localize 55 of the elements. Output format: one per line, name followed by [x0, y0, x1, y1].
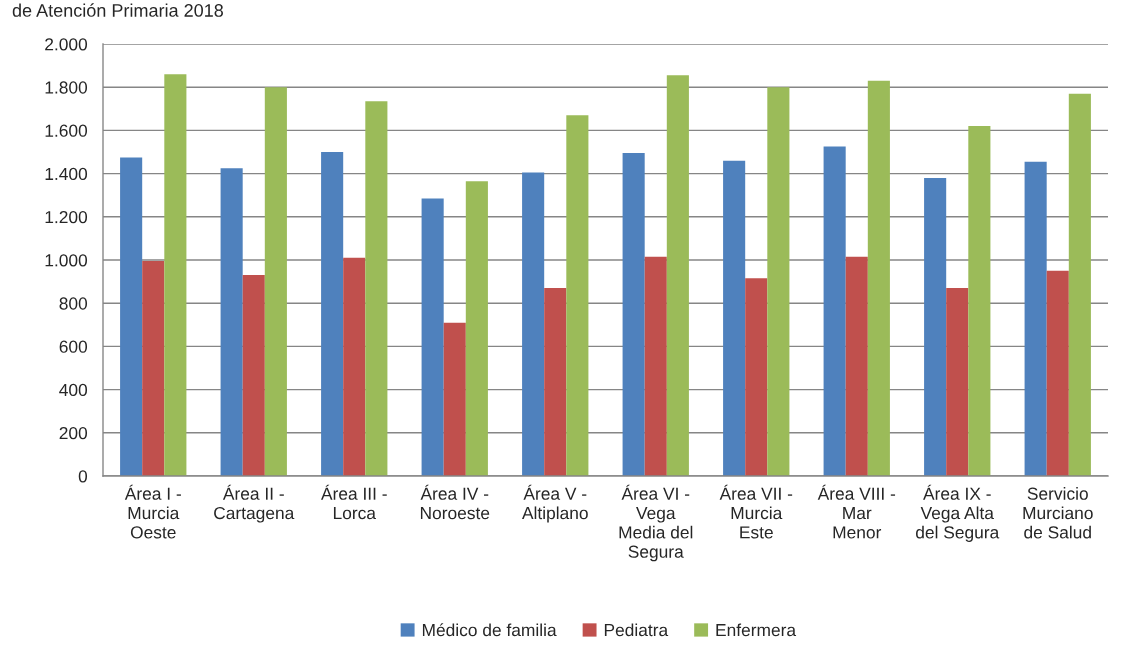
y-tick-label: 600 — [59, 340, 88, 353]
bar — [242, 275, 265, 476]
bar — [566, 115, 589, 476]
bar — [745, 278, 768, 476]
x-tick-label: Área IV - Noroeste — [420, 484, 490, 520]
bar — [1024, 161, 1047, 476]
bar — [767, 87, 790, 476]
bar — [644, 256, 667, 476]
x-tick-label: Área VIII - Mar Menor — [817, 484, 896, 539]
chart-title: de Atención Primaria 2018 — [12, 3, 223, 17]
bar — [867, 80, 890, 476]
bar — [1068, 93, 1091, 476]
bar — [1046, 270, 1069, 476]
x-tick-label: Servicio Murciano de Salud — [1023, 487, 1093, 539]
bar — [164, 74, 187, 476]
bar — [120, 157, 143, 476]
legend-label: Enfermera — [716, 623, 797, 637]
legend-label: Médico de familia — [422, 623, 557, 637]
y-tick-label: 1.600 — [45, 124, 88, 137]
y-tick-label: 2.000 — [45, 38, 88, 51]
bar — [723, 160, 746, 476]
y-tick-label: 1.800 — [45, 81, 88, 94]
bar — [264, 87, 287, 476]
bar — [968, 126, 991, 476]
y-tick-label: 200 — [59, 426, 88, 440]
legend-label: Pediatra — [604, 623, 669, 637]
x-tick-label: Área VII - Murcia Este — [719, 484, 793, 539]
y-tick-label: 400 — [59, 383, 88, 397]
bar — [845, 256, 868, 476]
y-tick-label: 1.000 — [45, 254, 88, 267]
bar — [522, 172, 545, 476]
bar — [823, 146, 846, 476]
bar — [142, 261, 165, 476]
bar — [946, 288, 969, 476]
bar — [465, 181, 488, 476]
bar — [365, 101, 388, 476]
bar — [220, 168, 243, 476]
bar — [666, 75, 689, 476]
bar — [622, 153, 645, 476]
y-tick-label: 1.200 — [45, 210, 88, 224]
bar — [421, 198, 444, 476]
x-tick-label: Área I - Murcia Oeste — [124, 484, 181, 539]
x-tick-label: Área III - Lorca — [321, 484, 387, 520]
y-tick-label: 1.400 — [45, 167, 88, 181]
x-tick-label: Área VI - Vega Media del Segura — [619, 484, 693, 562]
bar — [924, 177, 947, 476]
x-tick-label: Área V - Altiplano — [521, 484, 588, 523]
x-tick-label: Área IX - Vega Alta del Segura — [916, 484, 1000, 542]
bar — [321, 152, 344, 476]
bar — [443, 322, 466, 476]
y-tick-label: 800 — [59, 297, 88, 310]
y-tick-label: 0 — [78, 470, 88, 483]
x-tick-label: Área II - Cartagena — [214, 484, 295, 523]
bar — [343, 257, 366, 476]
bar — [544, 288, 567, 476]
